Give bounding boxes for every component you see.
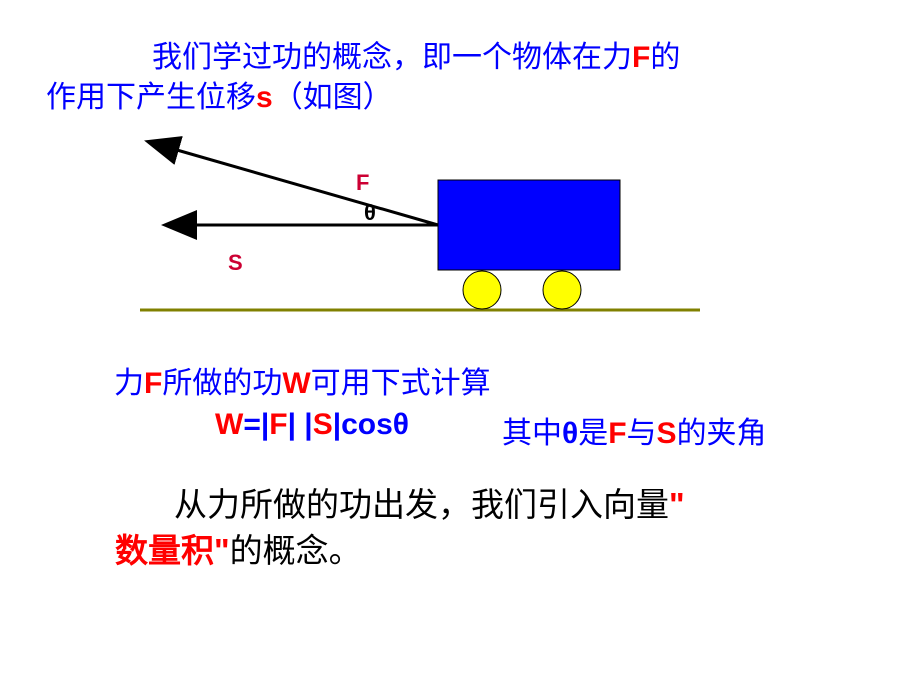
work-statement: 力F所做的功W可用下式计算 — [114, 358, 491, 402]
text: 从力所做的功出发，我们引入向量 — [174, 486, 669, 523]
text: 我们学过功的概念，即一个物体在力 — [152, 41, 632, 74]
wheel-left — [463, 271, 501, 309]
displacement-s: s — [256, 81, 273, 114]
formula-W: W — [215, 408, 243, 441]
formula-S: S — [313, 408, 333, 441]
work-formula: W=|F| |S|cosθ — [215, 408, 409, 442]
label-S: S — [228, 250, 243, 275]
open-quote: " — [669, 486, 685, 523]
diagram-svg: F θ S — [120, 130, 720, 340]
text: 是 — [578, 417, 608, 450]
conclusion-line-2: 数量积"的概念。 — [115, 524, 362, 572]
text: （如图） — [273, 81, 393, 114]
formula-mid: | | — [288, 408, 313, 441]
dot-product-term: 数量积" — [115, 532, 230, 569]
displacement-S: S — [657, 417, 677, 450]
text: 其中 — [502, 417, 562, 450]
force-F: F — [144, 367, 162, 400]
physics-diagram: F θ S — [120, 130, 720, 340]
theta: θ — [562, 417, 578, 450]
label-theta: θ — [364, 200, 376, 225]
text: 所做的功 — [162, 367, 282, 400]
intro-line-2: 作用下产生位移s（如图） — [46, 72, 393, 116]
work-W: W — [282, 367, 310, 400]
formula-explanation: 其中θ是F与S的夹角 — [502, 408, 767, 452]
cart-body — [438, 180, 620, 270]
force-vector — [170, 148, 438, 225]
text: 与 — [627, 417, 657, 450]
text: 可用下式计算 — [311, 367, 491, 400]
text: 的概念。 — [230, 532, 362, 569]
text: 力 — [114, 367, 144, 400]
conclusion-line-1: 从力所做的功出发，我们引入向量" — [174, 478, 685, 526]
intro-line-1: 我们学过功的概念，即一个物体在力F的 — [152, 32, 680, 76]
force-F: F — [632, 41, 650, 74]
text: 作用下产生位移 — [46, 81, 256, 114]
formula-F: F — [269, 408, 287, 441]
text: 的 — [650, 41, 680, 74]
wheel-right — [543, 271, 581, 309]
formula-eq: =| — [243, 408, 269, 441]
force-F: F — [608, 417, 626, 450]
text: 的夹角 — [677, 417, 767, 450]
label-F: F — [356, 170, 369, 195]
formula-cos: |cosθ — [333, 408, 409, 441]
